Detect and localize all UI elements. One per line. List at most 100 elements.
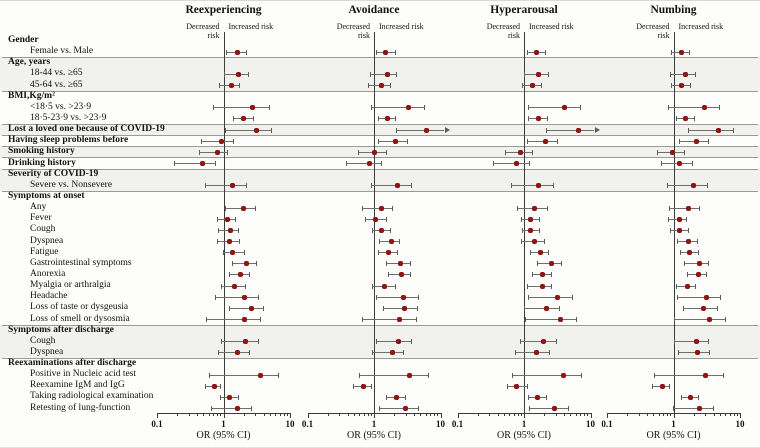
ci-line	[377, 140, 408, 142]
row-label: 45-64 vs. ≥65	[30, 79, 83, 90]
forest-marker	[226, 239, 232, 245]
ci-cap-right	[411, 183, 413, 189]
ci-cap-right	[392, 205, 394, 211]
forest-marker	[538, 250, 544, 256]
ci-line	[213, 107, 269, 109]
forest-marker	[253, 127, 259, 133]
x-axis-major-tick	[673, 413, 675, 418]
ci-cap-left	[385, 261, 387, 267]
x-axis-minor-tick	[420, 413, 422, 416]
ci-cap-right	[271, 127, 273, 133]
ci-cap-right	[405, 394, 407, 400]
forest-marker	[395, 339, 401, 345]
ci-line	[217, 352, 249, 354]
ci-cap-left	[526, 49, 528, 55]
forest-marker	[678, 49, 684, 55]
forest-marker	[531, 239, 537, 245]
ci-line	[229, 307, 263, 309]
ci-line	[367, 85, 390, 87]
forest-marker	[539, 283, 545, 289]
row-label: Reexamine IgM and IgG	[30, 380, 125, 391]
x-axis-minor-tick	[653, 413, 655, 416]
forest-marker	[378, 83, 384, 89]
ci-line	[385, 263, 410, 265]
ci-cap-right	[689, 83, 691, 89]
ci-cap-left	[521, 227, 523, 233]
x-axis-minor-tick	[197, 413, 199, 416]
ci-cap-right	[688, 49, 690, 55]
ci-line	[371, 352, 403, 354]
ci-cap-right	[699, 205, 701, 211]
ci-line	[376, 341, 411, 343]
row-label: Gastrointestinal symptoms	[30, 257, 132, 268]
ci-cap-right	[277, 372, 279, 378]
ci-cap-right	[549, 350, 551, 356]
ci-cap-left	[371, 350, 373, 356]
ci-line	[201, 140, 234, 142]
ci-cap-right	[707, 138, 709, 144]
row-label: 18-44 vs. ≥65	[30, 68, 83, 79]
x-axis-minor-tick	[188, 413, 190, 416]
section-label: Smoking history	[8, 146, 75, 157]
forest-marker	[701, 105, 707, 111]
panel-title: Numbing	[650, 4, 697, 16]
ci-line	[375, 296, 419, 298]
ci-cap-right	[244, 283, 246, 289]
ci-line	[206, 319, 261, 320]
forest-marker	[224, 216, 230, 222]
forest-marker	[575, 127, 581, 133]
increased-risk-label: Increased risk	[228, 22, 274, 31]
x-axis-major-tick	[607, 413, 608, 418]
forest-marker	[544, 305, 550, 311]
panel-title: Hyperarousal	[490, 4, 558, 16]
ci-cap-left	[492, 161, 494, 167]
x-axis-minor-tick	[627, 413, 629, 416]
row-label: <18·5 vs. >23·9	[30, 101, 92, 112]
ci-cap-left	[520, 216, 522, 222]
ci-cap-left	[661, 161, 663, 167]
ci-cap-left	[229, 305, 231, 311]
ci-cap-right	[546, 116, 548, 122]
x-axis-minor-tick	[713, 413, 715, 416]
forest-marker	[535, 116, 541, 122]
row-label: Positive in Nucleic acid test	[30, 369, 137, 380]
section-band	[0, 324, 760, 337]
ci-cap-right	[428, 372, 430, 378]
section-label: Having sleep problems before	[8, 135, 129, 146]
x-axis-tick-label: 0.1	[151, 419, 163, 429]
forest-marker	[248, 305, 254, 311]
forest-marker	[229, 183, 235, 189]
x-axis-minor-tick	[647, 413, 649, 416]
ci-cap-right	[708, 339, 710, 345]
ci-line	[684, 263, 709, 265]
ci-cap-right	[407, 138, 409, 144]
ci-cap-left	[362, 317, 364, 322]
ci-line	[358, 151, 386, 153]
ci-cap-left	[529, 406, 531, 412]
ci-cap-right	[697, 239, 699, 245]
ci-line	[687, 129, 734, 131]
ci-cap-right	[255, 261, 257, 267]
ci-cap-left	[369, 71, 371, 77]
ci-cap-right	[257, 294, 259, 300]
ci-cap-right	[237, 227, 239, 233]
ci-cap-left	[217, 239, 219, 245]
forest-marker	[212, 383, 218, 389]
ci-cap-right	[697, 250, 699, 256]
x-axis-major-tick	[374, 413, 375, 418]
forest-marker	[514, 161, 520, 167]
forest-marker	[214, 149, 220, 155]
forest-marker	[704, 294, 710, 300]
ci-cap-left	[676, 239, 678, 245]
row-label: Cough	[30, 335, 56, 346]
x-axis-minor-tick	[667, 413, 669, 416]
forest-marker	[241, 294, 247, 300]
row-label: 18·5-23·9 vs. >23·9	[30, 112, 107, 123]
ci-cap-left	[681, 394, 683, 400]
x-axis-tick-label: 10	[436, 419, 445, 429]
ci-cap-right	[560, 261, 562, 267]
ci-cap-left	[377, 138, 379, 144]
ci-line	[661, 163, 693, 165]
forest-marker	[660, 383, 666, 389]
forest-marker	[367, 161, 373, 167]
